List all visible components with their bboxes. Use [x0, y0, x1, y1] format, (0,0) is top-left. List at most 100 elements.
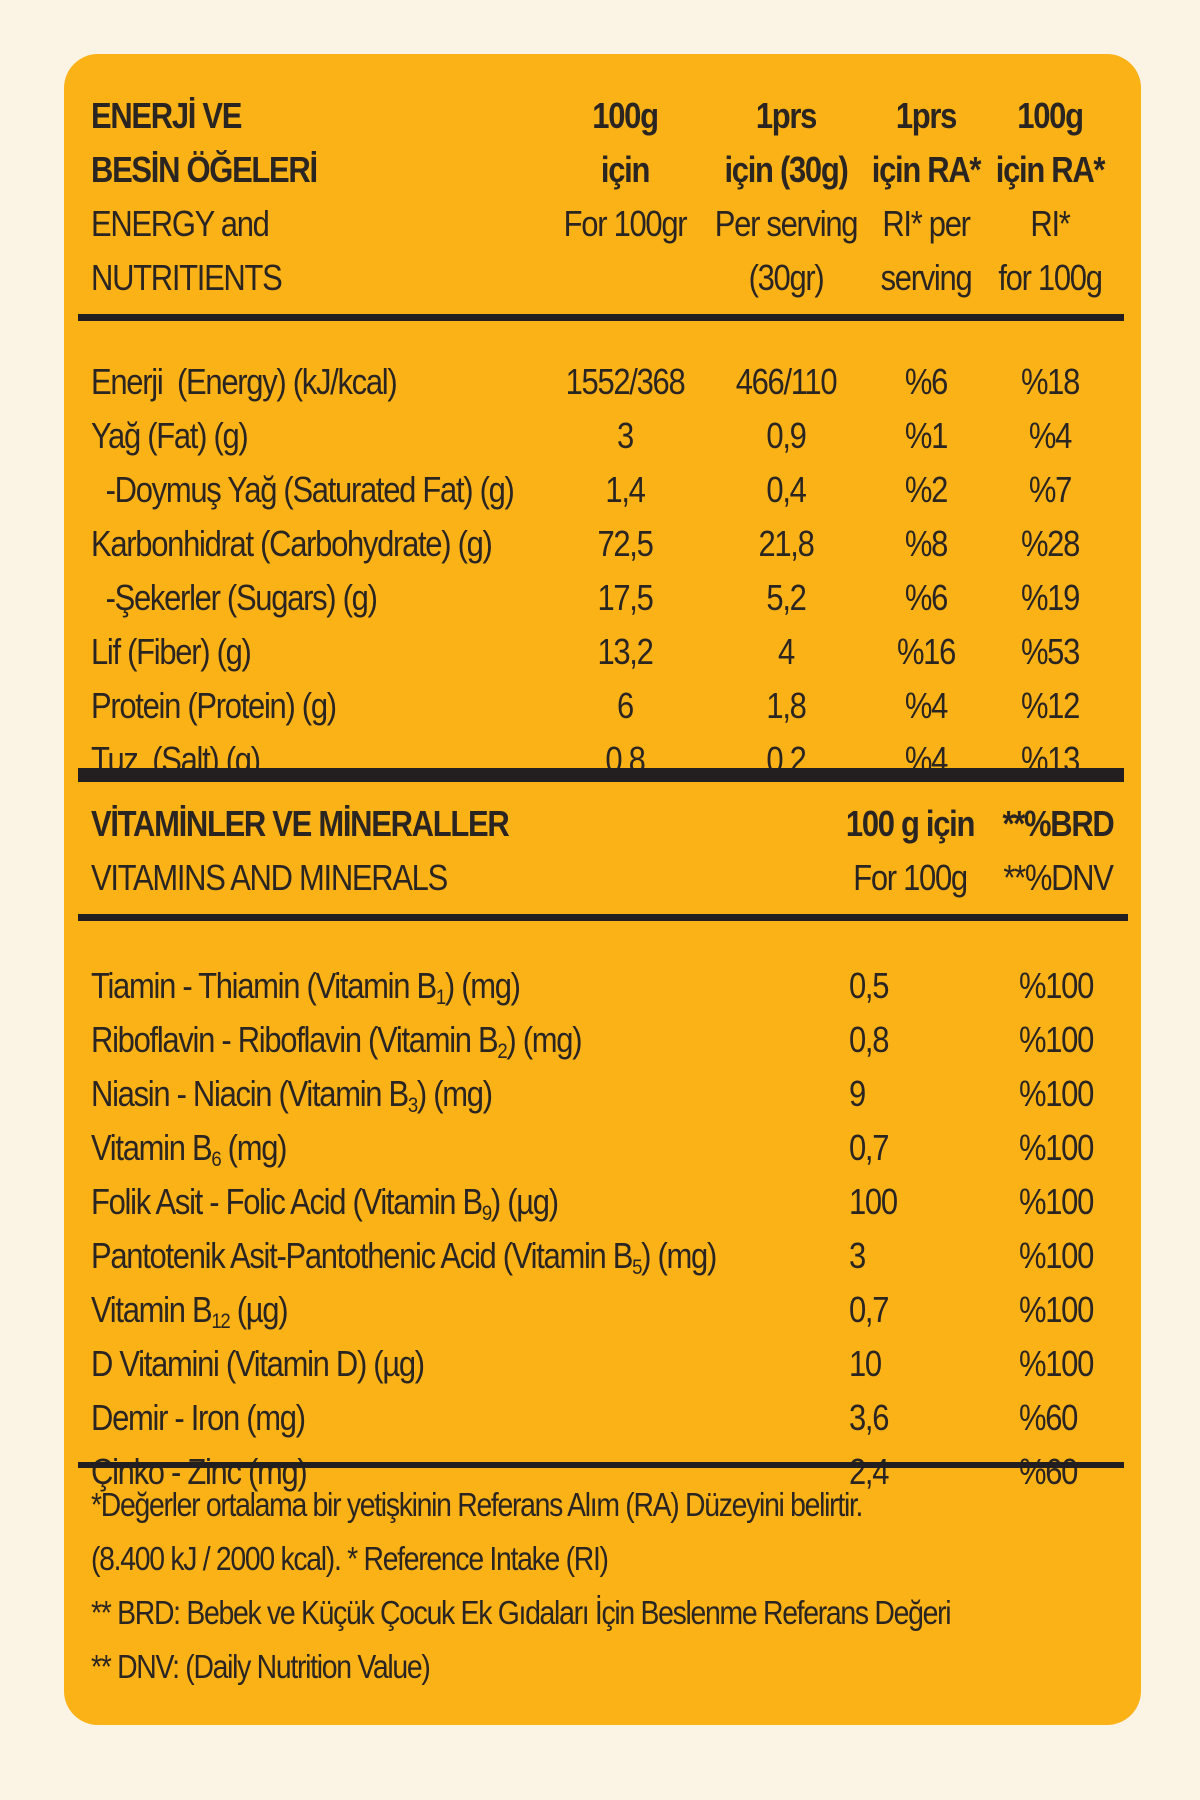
vitamin-unit-text: ) (mg): [444, 965, 521, 1006]
nutrient-name: -Şekerler (Sugars) (g): [91, 577, 378, 618]
col-per100-header-tr2: için: [600, 149, 650, 190]
nutrient-name: Protein (Protein) (g): [91, 685, 337, 726]
col-per100-header-tr1: 100g: [592, 95, 659, 136]
vitamin-name-text: Tiamin - Thiamin (Vitamin B: [91, 965, 437, 1006]
vitamin-name: Çinko - Zinc (mg): [91, 1445, 308, 1499]
col-serving-header-en1: Per serving: [714, 203, 859, 244]
col-ri-serving-header-en2: serving: [880, 257, 973, 298]
vitamin-amount: 2,4: [849, 1451, 889, 1492]
vitamins-col-amount-en: For 100g: [853, 857, 968, 898]
vitamins-title-tr: VİTAMİNLER VE MİNERALLER: [91, 803, 510, 844]
vitamins-col-ref-tr: **%BRD: [1002, 803, 1115, 844]
vitamin-unit-text: ) (µg): [490, 1181, 559, 1222]
footnote-4: ** DNV: (Daily Nutrition Value): [91, 1648, 431, 1685]
vitamin-subscript: 9: [481, 1200, 492, 1225]
vitamin-amount: 100: [849, 1181, 898, 1222]
vitamin-unit-text: ) (mg): [416, 1073, 493, 1114]
vitamin-name: Pantotenik Asit-Pantothenic Acid (Vitami…: [91, 1229, 717, 1283]
col-ri-serving-header-en1: RI* per: [882, 203, 971, 244]
vitamins-col-ref-en: **%DNV: [1003, 857, 1114, 898]
nutrient-ri-100: %12: [1020, 685, 1080, 726]
vitamin-name: Riboflavin - Riboflavin (Vitamin B2) (mg…: [91, 1013, 583, 1067]
vitamin-subscript: 5: [632, 1254, 642, 1279]
vitamin-unit-text: (µg): [229, 1289, 289, 1330]
vitamins-bottom-divider: [78, 1462, 1124, 1468]
nutrient-name: Karbonhidrat (Carbohydrate) (g): [91, 523, 493, 564]
vitamin-name-text: D Vitamini (Vitamin D) (µg): [91, 1343, 425, 1384]
nutrition-title-tr-line1: ENERJİ VE: [91, 95, 242, 136]
nutrient-ri-100: %18: [1020, 361, 1080, 402]
vitamin-amount: 3,6: [849, 1397, 889, 1438]
vitamin-reference-percent: %100: [1019, 1073, 1094, 1114]
nutrient-per100: 1552/368: [565, 361, 686, 402]
nutrient-ri-serving: %4: [904, 685, 948, 726]
nutrient-per-serving: 21,8: [758, 523, 814, 564]
vitamin-subscript: 2: [497, 1038, 507, 1063]
nutrient-ri-serving: %8: [904, 523, 948, 564]
nutrient-ri-serving: %2: [904, 469, 948, 510]
nutrient-ri-serving: %1: [904, 415, 948, 456]
col-per100-header-en1: For 100gr: [563, 203, 688, 244]
col-ri-100-header-tr1: 100g: [1017, 95, 1084, 136]
vitamin-name-text: Niasin - Niacin (Vitamin B: [91, 1073, 409, 1114]
nutrition-title-en-line2: NUTRITIENTS: [91, 257, 283, 298]
vitamins-col-amount-tr: 100 g için: [845, 803, 975, 844]
col-ri-100-header-en1: RI*: [1030, 203, 1070, 244]
nutrition-bottom-divider: [78, 768, 1124, 782]
vitamin-reference-percent: %100: [1019, 1019, 1094, 1060]
col-ri-100-header-en2: for 100g: [998, 257, 1103, 298]
vitamin-reference-percent: %60: [1019, 1397, 1078, 1438]
nutrient-name: Yağ (Fat) (g): [91, 415, 249, 456]
nutrient-name: Enerji (Energy) (kJ/kcal): [91, 361, 398, 402]
nutrient-per100: 3: [617, 415, 634, 456]
nutrient-per-serving: 0,9: [766, 415, 806, 456]
vitamin-name: Vitamin B12 (µg): [91, 1283, 289, 1337]
vitamin-amount: 0,7: [849, 1289, 889, 1330]
nutrient-per-serving: 4: [778, 631, 795, 672]
vitamin-amount: 0,5: [849, 965, 889, 1006]
vitamin-unit-text: ) (mg): [641, 1235, 717, 1276]
nutrient-per100: 13,2: [597, 631, 653, 672]
nutrition-title-en-line1: ENERGY and: [91, 203, 270, 244]
nutrient-per100: 6: [617, 685, 634, 726]
nutrient-ri-100: %7: [1028, 469, 1072, 510]
vitamin-name-text: Çinko - Zinc (mg): [91, 1451, 308, 1492]
vitamin-name: Tiamin - Thiamin (Vitamin B1) (mg): [91, 959, 521, 1013]
col-ri-serving-header-tr2: için RA*: [871, 149, 982, 190]
vitamin-amount: 9: [849, 1073, 866, 1114]
nutrient-per100: 72,5: [597, 523, 653, 564]
vitamin-reference-percent: %100: [1019, 1235, 1094, 1276]
vitamin-name: Folik Asit - Folic Acid (Vitamin B9) (µg…: [91, 1175, 559, 1229]
nutrient-ri-100: %4: [1028, 415, 1072, 456]
vitamin-name-text: Pantotenik Asit-Pantothenic Acid (Vitami…: [91, 1235, 633, 1276]
vitamin-name-text: Vitamin B: [91, 1127, 213, 1168]
footnote-3: ** BRD: Bebek ve Küçük Çocuk Ek Gıdaları…: [91, 1594, 952, 1631]
vitamin-name-text: Vitamin B: [91, 1289, 213, 1330]
vitamin-subscript: 12: [211, 1308, 230, 1333]
vitamins-header-divider: [78, 914, 1128, 921]
vitamin-reference-percent: %100: [1019, 1181, 1094, 1222]
vitamin-amount: 0,8: [849, 1019, 889, 1060]
vitamin-reference-percent: %100: [1019, 1343, 1094, 1384]
vitamin-name: Demir - Iron (mg): [91, 1391, 306, 1445]
nutrient-ri-serving: %6: [904, 577, 948, 618]
col-serving-header-tr1: 1prs: [755, 95, 818, 136]
nutrient-per-serving: 0,4: [766, 469, 806, 510]
vitamin-amount: 10: [849, 1343, 882, 1384]
vitamins-title-en: VITAMINS AND MINERALS: [91, 857, 448, 898]
nutrient-per100: 17,5: [597, 577, 653, 618]
vitamin-name-text: Riboflavin - Riboflavin (Vitamin B: [91, 1019, 499, 1060]
vitamin-name: Vitamin B6 (mg): [91, 1121, 288, 1175]
nutrient-ri-100: %19: [1020, 577, 1080, 618]
nutrient-per-serving: 5,2: [766, 577, 806, 618]
vitamin-unit-text: (mg): [220, 1127, 288, 1168]
vitamin-subscript: 1: [435, 984, 446, 1009]
nutrient-per100: 1,4: [605, 469, 645, 510]
col-ri-100-header-tr2: için RA*: [995, 149, 1106, 190]
vitamin-subscript: 3: [407, 1092, 418, 1117]
nutrient-ri-serving: %16: [896, 631, 956, 672]
vitamin-reference-percent: %100: [1019, 1289, 1094, 1330]
nutrient-name: Lif (Fiber) (g): [91, 631, 252, 672]
nutrient-per-serving: 466/110: [735, 361, 838, 402]
vitamin-amount: 0,7: [849, 1127, 889, 1168]
